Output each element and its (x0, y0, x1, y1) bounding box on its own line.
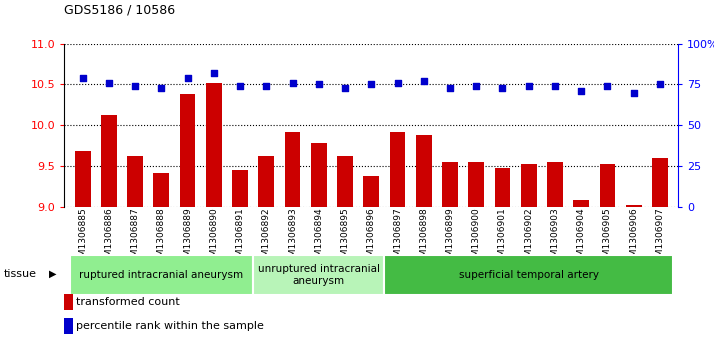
Text: GSM1306887: GSM1306887 (131, 208, 140, 268)
Text: GSM1306897: GSM1306897 (393, 208, 402, 268)
Bar (206, 83, 222, 207)
Bar (390, 132, 406, 207)
Point (549, 83, 560, 89)
Bar (180, 94, 196, 207)
Point (339, 85, 351, 90)
Point (628, 90, 640, 95)
Point (602, 83, 613, 89)
Bar (625, 205, 642, 207)
Text: GSM1306900: GSM1306900 (472, 208, 481, 268)
Point (444, 85, 456, 90)
Bar (258, 156, 274, 207)
Text: unruptured intracranial
aneurysm: unruptured intracranial aneurysm (258, 264, 380, 286)
Text: GSM1306901: GSM1306901 (498, 208, 507, 268)
Text: GSM1306893: GSM1306893 (288, 208, 297, 268)
Bar (311, 143, 327, 207)
Point (129, 83, 141, 89)
FancyBboxPatch shape (384, 255, 673, 295)
Point (366, 81, 377, 87)
Text: GSM1306907: GSM1306907 (655, 208, 665, 268)
Bar (101, 115, 117, 207)
Text: GSM1306896: GSM1306896 (367, 208, 376, 268)
Bar (416, 135, 432, 207)
Text: GSM1306891: GSM1306891 (236, 208, 245, 268)
Text: GSM1306902: GSM1306902 (524, 208, 533, 268)
Bar (232, 170, 248, 207)
Point (471, 83, 482, 89)
Bar (442, 162, 458, 207)
Bar (337, 156, 353, 207)
Point (654, 81, 665, 87)
Bar (495, 168, 511, 207)
Text: GSM1306889: GSM1306889 (183, 208, 192, 268)
Text: GSM1306894: GSM1306894 (314, 208, 323, 268)
Bar (521, 164, 537, 207)
Text: GSM1306886: GSM1306886 (104, 208, 114, 268)
Text: tissue: tissue (4, 269, 36, 279)
Point (418, 78, 430, 84)
Text: GSM1306904: GSM1306904 (577, 208, 585, 268)
FancyBboxPatch shape (69, 255, 253, 295)
FancyBboxPatch shape (253, 255, 384, 295)
Point (234, 83, 246, 89)
Bar (127, 156, 143, 207)
Point (575, 88, 587, 94)
Text: GSM1306899: GSM1306899 (446, 208, 455, 268)
Text: GDS5186 / 10586: GDS5186 / 10586 (64, 4, 176, 17)
Point (287, 80, 298, 86)
Text: GSM1306905: GSM1306905 (603, 208, 612, 268)
Text: ▶: ▶ (49, 269, 56, 279)
Text: GSM1306888: GSM1306888 (157, 208, 166, 268)
Point (182, 75, 193, 81)
Point (156, 85, 167, 90)
Point (261, 83, 272, 89)
Bar (547, 162, 563, 207)
Text: GSM1306903: GSM1306903 (550, 208, 560, 268)
Text: GSM1306906: GSM1306906 (629, 208, 638, 268)
Point (77, 75, 89, 81)
Text: percentile rank within the sample: percentile rank within the sample (76, 321, 263, 331)
Text: GSM1306892: GSM1306892 (262, 208, 271, 268)
Bar (363, 176, 379, 207)
Text: GSM1306890: GSM1306890 (209, 208, 218, 268)
Bar (600, 164, 615, 207)
Point (523, 83, 535, 89)
Bar (285, 132, 301, 207)
Point (497, 85, 508, 90)
Point (313, 81, 324, 87)
Text: transformed count: transformed count (76, 297, 179, 307)
Text: ruptured intracranial aneurysm: ruptured intracranial aneurysm (79, 270, 243, 280)
Bar (75, 151, 91, 207)
Text: GSM1306898: GSM1306898 (419, 208, 428, 268)
Bar (154, 172, 169, 207)
Point (392, 80, 403, 86)
Text: GSM1306885: GSM1306885 (78, 208, 87, 268)
Bar (468, 162, 484, 207)
Point (103, 80, 114, 86)
Text: GSM1306895: GSM1306895 (341, 208, 350, 268)
Bar (573, 200, 589, 207)
Point (208, 70, 219, 76)
Bar (652, 158, 668, 207)
Text: superficial temporal artery: superficial temporal artery (458, 270, 599, 280)
